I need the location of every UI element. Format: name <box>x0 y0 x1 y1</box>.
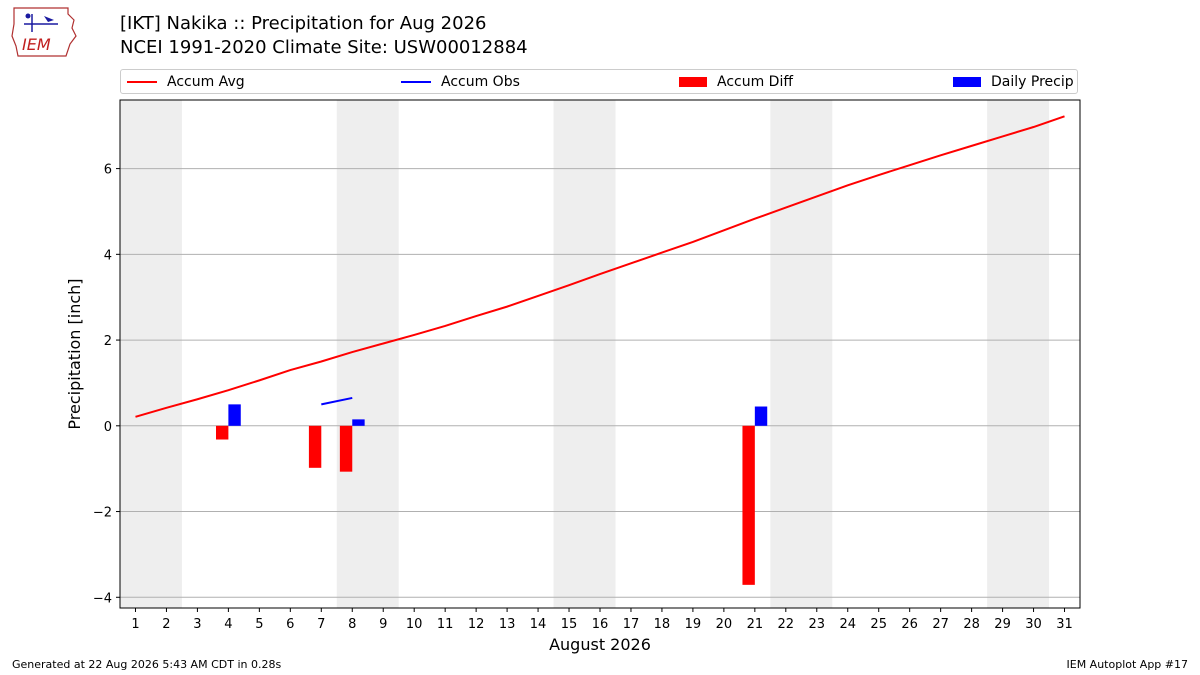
x-tick-label: 23 <box>809 617 826 632</box>
accum-obs-line <box>321 396 353 406</box>
x-tick-label: 10 <box>406 617 423 632</box>
x-tick-label: 13 <box>499 617 516 632</box>
legend-swatch <box>401 81 431 83</box>
weekend-band <box>987 100 1050 608</box>
daily-precip-bar <box>352 419 365 426</box>
y-tick-label: −2 <box>93 506 112 521</box>
weekend-band <box>770 100 833 608</box>
x-tick-label: 22 <box>778 617 795 632</box>
x-tick-label: 20 <box>716 617 733 632</box>
x-tick-label: 3 <box>193 617 201 632</box>
legend-item-daily-precip: Daily Precip <box>953 73 1074 91</box>
logo-text: IEM <box>22 35 51 54</box>
x-tick-label: 17 <box>623 617 640 632</box>
x-tick-label: 14 <box>530 617 547 632</box>
legend-label: Accum Avg <box>167 74 245 90</box>
y-tick-label: 6 <box>104 163 112 178</box>
x-axis-label: August 2026 <box>549 635 651 654</box>
daily-precip-bar <box>228 404 241 426</box>
x-tick-label: 1 <box>131 617 139 632</box>
legend-item-accum-obs: Accum Obs <box>401 73 520 91</box>
legend-swatch <box>679 77 707 87</box>
x-tick-label: 29 <box>994 617 1011 632</box>
accum-diff-bar <box>742 425 755 585</box>
x-tick-label: 15 <box>561 617 578 632</box>
generated-note: Generated at 22 Aug 2026 5:43 AM CDT in … <box>12 658 282 671</box>
y-tick-label: 2 <box>104 334 112 349</box>
x-tick-label: 19 <box>685 617 702 632</box>
weekend-band <box>553 100 616 608</box>
legend-item-accum-avg: Accum Avg <box>127 73 245 91</box>
x-tick-label: 28 <box>963 617 980 632</box>
x-tick-label: 27 <box>932 617 949 632</box>
x-tick-label: 8 <box>348 617 356 632</box>
accum-diff-bar <box>216 425 229 440</box>
legend-swatch <box>127 81 157 83</box>
chart-legend: Accum Avg Accum Obs Accum Diff Daily Pre… <box>120 69 1078 94</box>
x-tick-label: 9 <box>379 617 387 632</box>
chart-title: [IKT] Nakika :: Precipitation for Aug 20… <box>120 13 487 34</box>
x-tick-label: 31 <box>1056 617 1073 632</box>
x-tick-label: 21 <box>747 617 764 632</box>
x-tick-label: 7 <box>317 617 325 632</box>
weekend-band <box>120 100 182 608</box>
legend-label: Accum Diff <box>717 74 794 90</box>
app-note: IEM Autoplot App #17 <box>1066 658 1189 671</box>
legend-item-accum-diff: Accum Diff <box>679 73 793 91</box>
x-tick-label: 16 <box>592 617 609 632</box>
chart-subtitle: NCEI 1991-2020 Climate Site: USW00012884 <box>120 37 528 58</box>
legend-label: Accum Obs <box>441 74 520 90</box>
x-tick-label: 6 <box>286 617 294 632</box>
daily-precip-bar <box>754 406 768 426</box>
x-tick-label: 4 <box>224 617 232 632</box>
iem-logo: IEM <box>11 7 77 57</box>
accum-diff-bar <box>339 425 353 472</box>
y-axis-label: Precipitation [inch] <box>65 278 84 429</box>
x-tick-label: 25 <box>870 617 887 632</box>
accum-diff-bar <box>308 425 322 468</box>
y-tick-label: 0 <box>104 420 112 435</box>
y-tick-label: −4 <box>93 591 112 606</box>
accum-avg-line <box>135 115 1065 418</box>
x-tick-label: 18 <box>654 617 671 632</box>
y-tick-label: 4 <box>104 248 112 263</box>
x-tick-label: 30 <box>1025 617 1042 632</box>
legend-label: Daily Precip <box>991 74 1074 90</box>
x-tick-label: 26 <box>901 617 918 632</box>
x-tick-label: 2 <box>162 617 170 632</box>
x-tick-label: 24 <box>839 617 856 632</box>
x-tick-label: 5 <box>255 617 263 632</box>
x-tick-label: 11 <box>437 617 454 632</box>
legend-swatch <box>953 77 981 87</box>
x-tick-label: 12 <box>468 617 485 632</box>
